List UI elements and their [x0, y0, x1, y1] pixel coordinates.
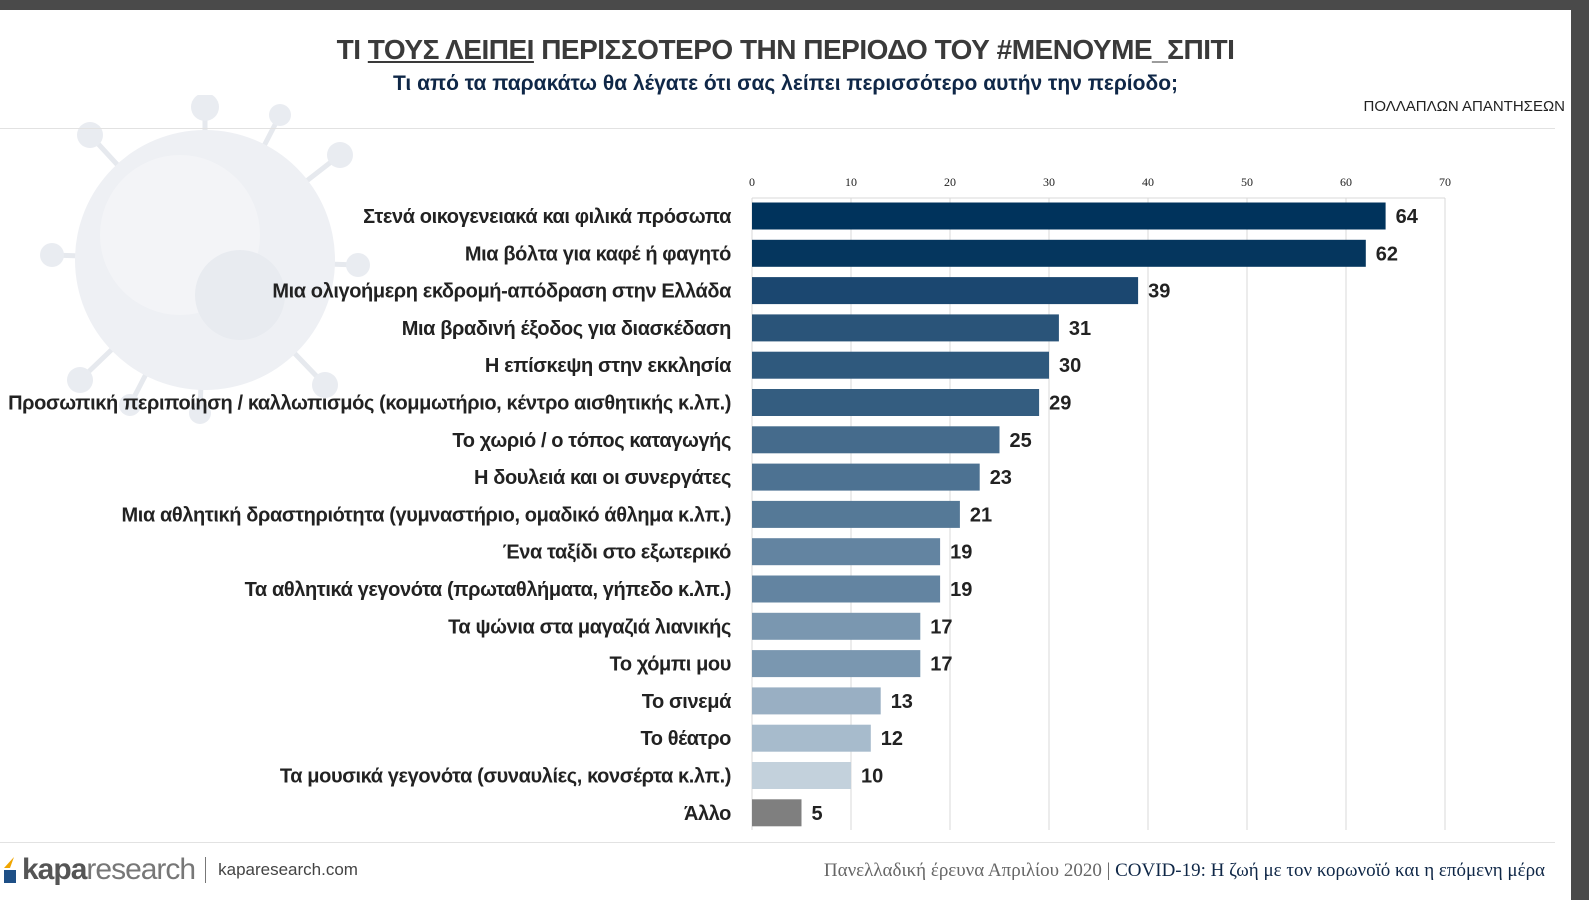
value-label: 30 [1059, 355, 1081, 377]
bar [752, 463, 980, 491]
category-label: Τα μουσικά γεγονότα (συναυλίες, κονσέρτα… [280, 766, 731, 788]
window-top-border [0, 0, 1589, 10]
value-label: 23 [990, 467, 1012, 489]
footer-survey-info: Πανελλαδική έρευνα Απριλίου 2020 | COVID… [824, 860, 1545, 882]
window-right-border [1571, 0, 1589, 900]
survey-text: Πανελλαδική έρευνα Απριλίου 2020 | [823, 860, 1116, 881]
x-tick-label: 20 [944, 175, 956, 189]
bar [752, 500, 960, 528]
x-tick-label: 70 [1439, 175, 1451, 189]
bar [752, 687, 881, 715]
bar [752, 762, 851, 789]
bar [752, 277, 1139, 305]
value-label: 10 [861, 766, 883, 788]
value-label: 17 [930, 616, 952, 638]
category-label: Μια βραδινή έξοδος για διασκέδαση [402, 318, 731, 340]
category-label: Τα αθλητικά γεγονότα (πρωταθλήματα, γήπε… [245, 579, 731, 601]
category-label: Η δουλειά και οι συνεργάτες [474, 467, 731, 489]
value-label: 17 [930, 654, 952, 676]
value-label: 64 [1396, 206, 1419, 228]
bar [752, 314, 1059, 342]
category-label: Ένα ταξίδι στο εξωτερικό [503, 542, 732, 564]
x-tick-label: 50 [1241, 175, 1253, 189]
category-label: Το χωριό / ο τόπος καταγωγής [452, 430, 731, 452]
bar [752, 426, 1000, 454]
x-tick-label: 0 [749, 175, 755, 189]
category-label: Μια βόλτα για καφέ ή φαγητό [465, 243, 731, 265]
chart-subtitle: Τι από τα παρακάτω θα λέγατε ότι σας λεί… [392, 72, 1179, 95]
virus-watermark-icon [40, 95, 370, 424]
value-label: 19 [950, 579, 972, 601]
category-label: Το χόμπι μου [610, 654, 731, 676]
value-label: 29 [1049, 393, 1071, 415]
header-divider [0, 128, 1555, 129]
value-label: 39 [1148, 281, 1170, 303]
category-label: Μια ολιγοήμερη εκδρομή-απόδραση στην Ελλ… [272, 281, 732, 303]
category-label: Στενά οικογενειακά και φιλικά πρόσωπα [363, 206, 732, 228]
study-title: COVID-19: Η ζωή με τον κορωνοϊό και η επ… [1115, 860, 1545, 881]
logo-research-text: research [86, 853, 196, 886]
bar [752, 575, 941, 603]
bar [752, 724, 871, 752]
bar [752, 650, 921, 678]
x-tick-label: 40 [1142, 175, 1154, 189]
value-label: 31 [1069, 318, 1091, 340]
bar [752, 202, 1386, 230]
logo-kapa-text: kapa [22, 853, 87, 886]
x-tick-label: 30 [1043, 175, 1055, 189]
value-label: 62 [1376, 243, 1398, 265]
x-tick-label: 60 [1340, 175, 1352, 189]
footer-divider [0, 842, 1555, 843]
category-label: Άλλο [684, 803, 731, 825]
value-label: 21 [970, 504, 992, 526]
category-label: Μια αθλητική δραστηριότητα (γυμναστήριο,… [122, 504, 731, 526]
bar [752, 351, 1049, 379]
bar [752, 389, 1040, 416]
logo-url: kaparesearch.com [218, 860, 358, 879]
bar [752, 239, 1366, 267]
bar [752, 538, 941, 566]
logo-mark-icon [4, 857, 16, 883]
multiple-answers-note: ΠΟΛΛΑΠΛΩΝ ΑΠΑΝΤΗΣΕΩΝ [1363, 98, 1565, 115]
value-label: 5 [812, 803, 823, 825]
value-label: 25 [1010, 430, 1032, 452]
title-underlined: ΤΟΥΣ ΛΕΙΠΕΙ [367, 34, 535, 65]
category-label: Η επίσκεψη στην εκκλησία [485, 355, 732, 377]
logo-separator [205, 857, 207, 883]
kapa-logo: kapa research kaparesearch.com [2, 850, 358, 890]
category-label: Το σινεμά [642, 691, 732, 713]
x-tick-label: 10 [845, 175, 857, 189]
category-label: Τα ψώνια στα μαγαζιά λιανικής [448, 616, 731, 638]
category-label: Προσωπική περιποίηση / καλλωπισμός (κομμ… [8, 393, 731, 415]
value-label: 19 [950, 542, 972, 564]
bar [752, 799, 802, 827]
bar [752, 612, 921, 640]
category-label: Το θέατρο [640, 728, 731, 750]
chart-title: ΤΙ ΤΟΥΣ ΛΕΙΠΕΙ ΠΕΡΙΣΣΟΤΕΡΟ ΤΗΝ ΠΕΡΙΟΔΟ Τ… [336, 34, 1235, 65]
value-label: 12 [881, 728, 903, 750]
value-label: 13 [891, 691, 913, 713]
